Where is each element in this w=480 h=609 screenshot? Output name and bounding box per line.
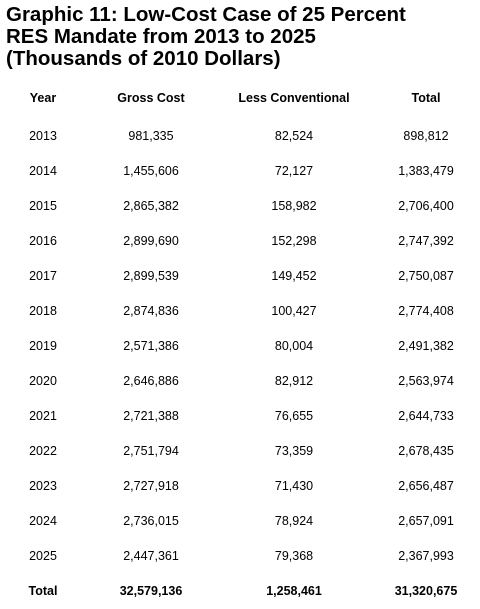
cell-gross-cost: 1,455,606 [123, 163, 179, 178]
table-row: 2023 2,727,918 71,430 2,656,487 [0, 468, 480, 503]
table-row: 2018 2,874,836 100,427 2,774,408 [0, 293, 480, 328]
table-row: 2013 981,335 82,524 898,812 [0, 118, 480, 153]
cell-gross-cost: 2,646,886 [123, 373, 179, 388]
column-header-year: Year [29, 91, 57, 105]
cell-gross-cost: 2,751,794 [123, 443, 179, 458]
total-gross-cost: 32,579,136 [119, 584, 183, 598]
cell-gross-cost: 2,727,918 [123, 478, 179, 493]
cell-gross-cost: 2,721,388 [123, 408, 179, 423]
cell-gross-cost: 2,899,539 [123, 268, 179, 283]
cell-total: 2,656,487 [398, 478, 454, 493]
cell-total: 2,747,392 [398, 233, 454, 248]
cell-gross-cost: 2,447,361 [123, 548, 179, 563]
total-total: 31,320,675 [394, 584, 458, 598]
cell-gross-cost: 2,865,382 [123, 198, 179, 213]
cell-total: 2,644,733 [398, 408, 454, 423]
cell-total: 2,774,408 [398, 303, 454, 318]
cell-gross-cost: 2,736,015 [123, 513, 179, 528]
cell-year: 2024 [29, 513, 57, 528]
cell-year: 2015 [29, 198, 57, 213]
total-less-conventional: 1,258,461 [266, 584, 322, 598]
table-row: 2017 2,899,539 149,452 2,750,087 [0, 258, 480, 293]
chart-title-line-1: Graphic 11: Low-Cost Case of 25 Percent [6, 3, 406, 26]
column-header-gross-cost: Gross Cost [117, 91, 185, 105]
cell-total: 2,563,974 [398, 373, 454, 388]
cell-year: 2018 [29, 303, 57, 318]
cell-less-conventional: 78,924 [274, 513, 314, 528]
table-total-row: Total 32,579,136 1,258,461 31,320,675 [0, 573, 480, 609]
cell-year: 2025 [29, 548, 57, 563]
cell-total: 2,367,993 [398, 548, 454, 563]
cell-less-conventional: 100,427 [271, 303, 317, 318]
cost-table: Year Gross Cost Less Conventional Total … [0, 78, 480, 609]
cell-less-conventional: 82,912 [274, 373, 314, 388]
cell-total: 2,657,091 [398, 513, 454, 528]
cell-less-conventional: 76,655 [274, 408, 314, 423]
cell-less-conventional: 72,127 [274, 163, 314, 178]
table-row: 2021 2,721,388 76,655 2,644,733 [0, 398, 480, 433]
table-row: 2025 2,447,361 79,368 2,367,993 [0, 538, 480, 573]
chart-title: Graphic 11: Low-Cost Case of 25 Percent … [6, 4, 476, 70]
cell-year: 2016 [29, 233, 57, 248]
table-row: 2022 2,751,794 73,359 2,678,435 [0, 433, 480, 468]
cell-year: 2017 [29, 268, 57, 283]
table-row: 2020 2,646,886 82,912 2,563,974 [0, 363, 480, 398]
table-row: 2014 1,455,606 72,127 1,383,479 [0, 153, 480, 188]
cell-year: 2013 [29, 128, 57, 143]
cell-total: 2,678,435 [398, 443, 454, 458]
cell-gross-cost: 981,335 [128, 128, 174, 143]
cell-year: 2022 [29, 443, 57, 458]
table-row: 2016 2,899,690 152,298 2,747,392 [0, 223, 480, 258]
table-row: 2019 2,571,386 80,004 2,491,382 [0, 328, 480, 363]
chart-title-line-2: RES Mandate from 2013 to 2025 [6, 25, 316, 48]
cell-less-conventional: 152,298 [271, 233, 317, 248]
cell-year: 2021 [29, 408, 57, 423]
table-row: 2015 2,865,382 158,982 2,706,400 [0, 188, 480, 223]
cell-less-conventional: 73,359 [274, 443, 314, 458]
column-header-less-conventional: Less Conventional [238, 91, 350, 105]
cell-total: 2,706,400 [398, 198, 454, 213]
cell-year: 2014 [29, 163, 57, 178]
cell-gross-cost: 2,571,386 [123, 338, 179, 353]
cell-total: 2,750,087 [398, 268, 454, 283]
cell-year: 2023 [29, 478, 57, 493]
cell-total: 1,383,479 [398, 163, 454, 178]
cell-less-conventional: 82,524 [274, 128, 314, 143]
cell-less-conventional: 71,430 [274, 478, 314, 493]
cell-less-conventional: 79,368 [274, 548, 314, 563]
cell-total: 2,491,382 [398, 338, 454, 353]
cell-year: 2019 [29, 338, 57, 353]
table-header-row: Year Gross Cost Less Conventional Total [0, 78, 480, 118]
cell-gross-cost: 2,874,836 [123, 303, 179, 318]
cell-less-conventional: 158,982 [271, 198, 317, 213]
total-label: Total [28, 584, 58, 598]
cell-less-conventional: 149,452 [271, 268, 317, 283]
column-header-total: Total [411, 91, 441, 105]
cell-gross-cost: 2,899,690 [123, 233, 179, 248]
cell-total: 898,812 [403, 128, 449, 143]
cell-less-conventional: 80,004 [274, 338, 314, 353]
chart-title-line-3: (Thousands of 2010 Dollars) [6, 47, 281, 70]
table-row: 2024 2,736,015 78,924 2,657,091 [0, 503, 480, 538]
table-body: 2013 981,335 82,524 898,812 2014 1,455,606 72,… [0, 118, 480, 573]
cell-year: 2020 [29, 373, 57, 388]
